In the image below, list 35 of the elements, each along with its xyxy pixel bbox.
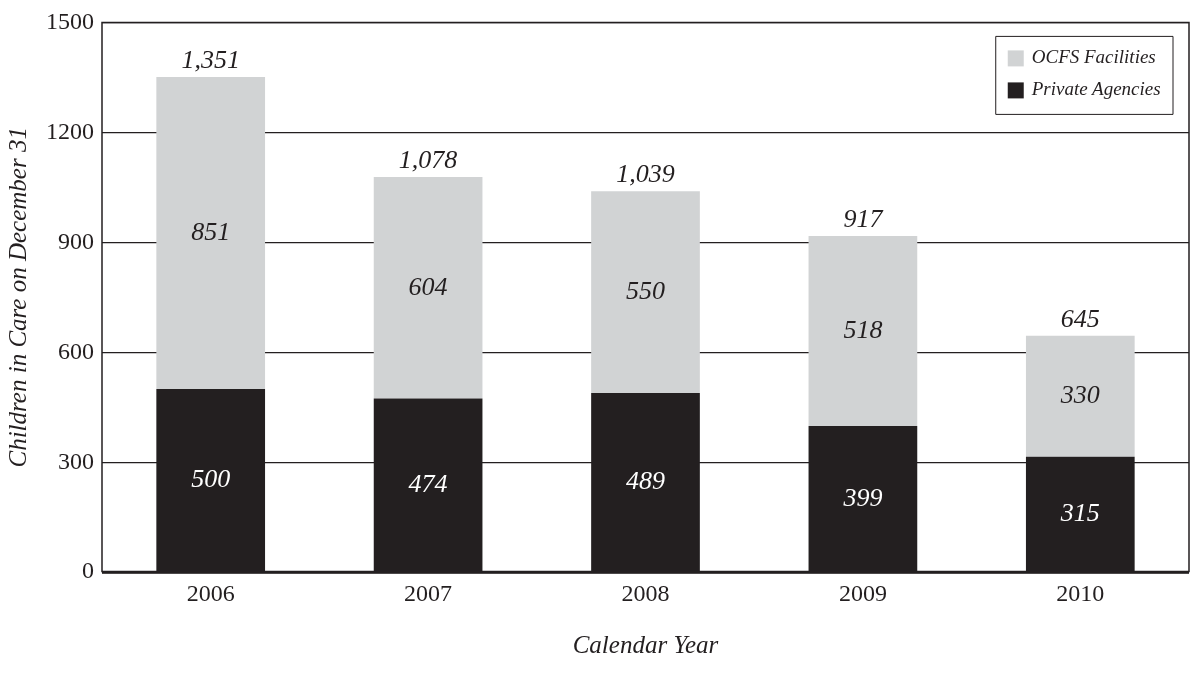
data-label: 474	[408, 468, 448, 498]
bar	[808, 236, 918, 426]
data-label: 550	[626, 276, 665, 305]
y-tick-label: 900	[58, 227, 94, 254]
x-axis-title: Calendar Year	[572, 630, 719, 658]
data-label: 604	[408, 271, 448, 301]
y-tick-label: 1200	[46, 117, 94, 144]
y-tick-label: 300	[58, 447, 94, 474]
data-label: 489	[626, 466, 665, 496]
data-label: 518	[843, 314, 883, 344]
bar	[156, 77, 266, 389]
x-tick-label: 2008	[621, 579, 670, 606]
data-label: 315	[1059, 498, 1100, 527]
total-label: 1,078	[398, 144, 458, 174]
bar	[1025, 335, 1135, 457]
total-label: 917	[843, 203, 884, 233]
x-tick-label: 2006	[186, 579, 235, 606]
legend-label: OCFS Facilities	[1031, 46, 1156, 68]
x-tick-label: 2007	[404, 579, 453, 606]
y-tick-label: 600	[58, 337, 94, 364]
x-tick-label: 2010	[1056, 579, 1105, 606]
total-label: 1,039	[616, 159, 675, 189]
x-tick-label: 2009	[838, 579, 887, 606]
data-label: 500	[191, 464, 231, 494]
total-label: 645	[1060, 303, 1100, 333]
y-tick-label: 0	[82, 557, 94, 584]
data-label: 399	[842, 482, 883, 512]
data-label: 851	[191, 216, 231, 246]
bar	[591, 191, 700, 393]
y-tick-label: 1500	[46, 7, 94, 34]
data-label: 330	[1059, 380, 1100, 410]
total-label: 1,351	[181, 44, 240, 74]
y-axis-title: Children in Care on December 31	[3, 127, 31, 468]
bar	[373, 177, 483, 399]
legend-label: Private Agencies	[1030, 78, 1161, 100]
